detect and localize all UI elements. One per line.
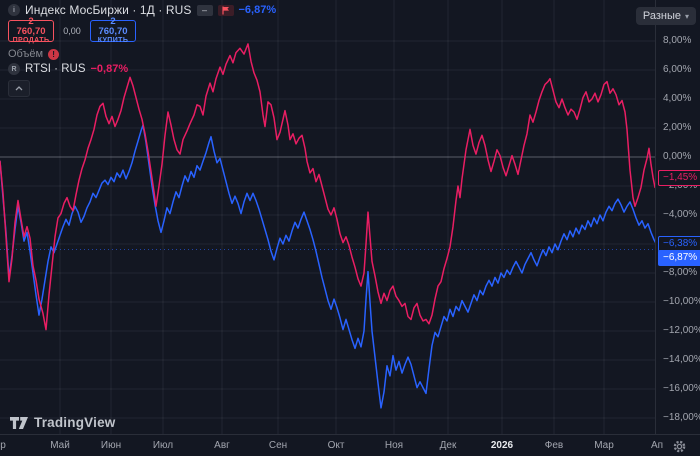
- price-axis[interactable]: 8,00%6,00%4,00%2,00%0,00%−2,00%−4,00%−6,…: [655, 0, 700, 434]
- time-axis-label: Мар: [594, 440, 614, 451]
- gear-icon[interactable]: [673, 440, 686, 453]
- price-tick-label: 4,00%: [663, 93, 692, 104]
- time-axis-label: р: [0, 440, 6, 451]
- buy-price: 2 760,70: [98, 16, 128, 37]
- main-symbol-change: −6,87%: [238, 4, 277, 16]
- price-tick-label: −18,00%: [663, 412, 700, 423]
- moex-series-line[interactable]: [0, 124, 655, 409]
- sell-label: ПРОДАТЬ: [12, 37, 50, 44]
- price-tick-label: −10,00%: [663, 296, 700, 307]
- time-axis-label: Фев: [544, 440, 564, 451]
- buy-button[interactable]: 2 760,70 КУПИТЬ: [90, 16, 136, 44]
- price-tick-label: −12,00%: [663, 325, 700, 336]
- time-axis-label: Дек: [439, 440, 457, 451]
- time-axis-label: Июн: [100, 440, 122, 451]
- main-symbol-title[interactable]: Индекс МосБиржи · 1Д · RUS: [25, 3, 192, 17]
- compare-series-legend-row: R RTSI · RUS −0,87%: [8, 63, 276, 75]
- price-tick-label: −4,00%: [663, 209, 698, 220]
- trade-buttons-row: 2 760,70 ПРОДАТЬ 0,00 2 760,70 КУПИТЬ: [8, 16, 276, 44]
- chart-legend: i Индекс МосБиржи · 1Д · RUS – −6,87% 2 …: [8, 3, 276, 97]
- chevron-up-icon: [15, 86, 23, 91]
- legend-expand-button[interactable]: [8, 80, 30, 97]
- rtsi-logo-icon: R: [8, 63, 20, 75]
- time-axis-label: Авг: [214, 440, 230, 451]
- sell-price: 2 760,70: [16, 16, 46, 37]
- tradingview-logo-icon: [10, 416, 28, 429]
- data-error-icon[interactable]: !: [48, 48, 60, 60]
- price-tick-label: −8,00%: [663, 267, 698, 278]
- compare-symbol-change: −0,87%: [90, 63, 129, 75]
- compare-interval-dropdown[interactable]: Разные ▾: [635, 7, 696, 25]
- price-tick-label: −16,00%: [663, 383, 700, 394]
- price-tick-label: −14,00%: [663, 354, 700, 365]
- volume-legend-row: Объём !: [8, 48, 276, 60]
- price-tick-label: 8,00%: [663, 35, 692, 46]
- price-tick-label: 6,00%: [663, 64, 692, 75]
- time-axis[interactable]: р Май Июн Июл Авг Сен Окт Ноя Дек 2026 Фев Мар Ап: [0, 434, 700, 456]
- tradingview-logo-text: TradingView: [34, 415, 116, 430]
- hide-icon[interactable]: –: [196, 4, 213, 16]
- main-series-legend-row: i Индекс МосБиржи · 1Д · RUS – −6,87%: [8, 3, 276, 17]
- time-axis-label: Ап: [650, 440, 664, 451]
- price-tick-label: 2,00%: [663, 122, 692, 133]
- price-tick-label: 0,00%: [663, 151, 692, 162]
- compare-symbol-title[interactable]: RTSI · RUS: [25, 63, 86, 75]
- time-axis-label: Сен: [268, 440, 288, 451]
- flag-icon[interactable]: [217, 4, 234, 16]
- symbol-logo-icon: i: [8, 4, 20, 16]
- spread-value: 0,00: [63, 26, 81, 36]
- chevron-down-icon: ▾: [684, 11, 689, 21]
- time-axis-label: Июл: [152, 440, 174, 451]
- moex-last-price-badge: −6,87%: [658, 249, 700, 266]
- rtsi-series-line[interactable]: [0, 43, 655, 331]
- time-axis-label: Окт: [327, 440, 345, 451]
- sell-button[interactable]: 2 760,70 ПРОДАТЬ: [8, 16, 54, 44]
- compare-dropdown-label: Разные: [642, 10, 681, 22]
- rtsi-last-value-badge: −1,45%: [658, 170, 700, 187]
- time-axis-label: Ноя: [384, 440, 404, 451]
- time-axis-label: Май: [50, 440, 70, 451]
- tradingview-logo[interactable]: TradingView: [10, 415, 115, 430]
- buy-label: КУПИТЬ: [97, 37, 129, 44]
- volume-indicator-label[interactable]: Объём: [8, 48, 44, 60]
- time-axis-label: 2026: [490, 440, 514, 451]
